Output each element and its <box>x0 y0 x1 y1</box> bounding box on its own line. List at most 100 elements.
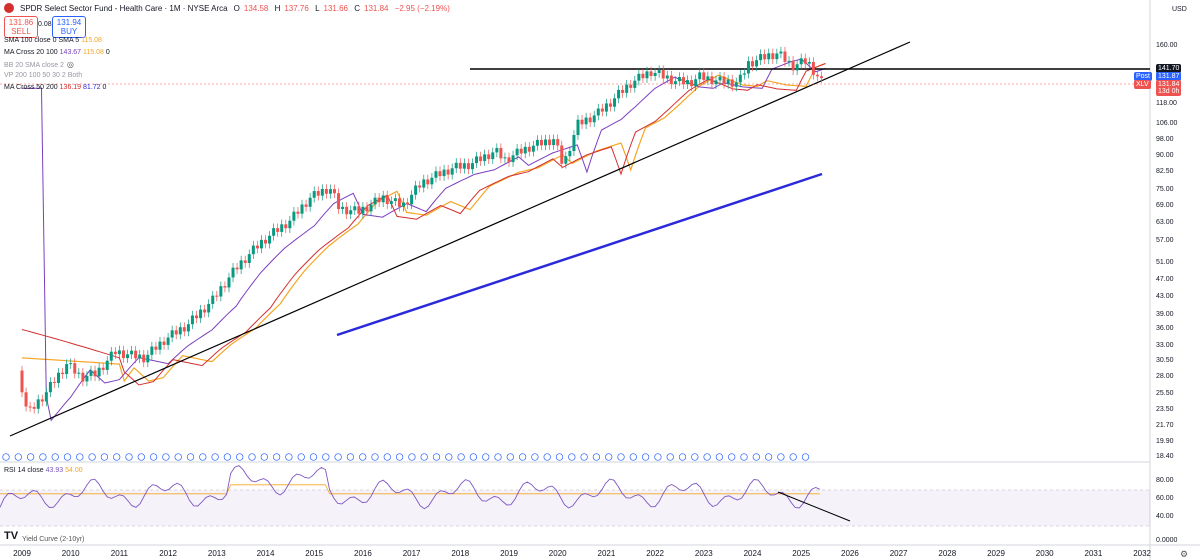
candle-body <box>410 194 414 205</box>
candle-body <box>150 346 154 355</box>
candle-body <box>113 351 117 355</box>
candle-body <box>738 74 742 83</box>
candle-body <box>771 53 775 60</box>
candle-body <box>734 82 738 87</box>
dividend-marker <box>715 453 724 461</box>
candle-body <box>710 76 714 85</box>
dividend-marker <box>518 453 527 461</box>
dividend-marker <box>629 453 637 461</box>
candle-body <box>93 370 97 377</box>
candle-body <box>815 74 819 77</box>
candle-body <box>304 204 308 207</box>
candle-body <box>105 360 109 370</box>
candle-body <box>73 363 77 374</box>
candle-body <box>97 367 101 377</box>
candle-body <box>255 245 259 249</box>
time-tick: 2023 <box>694 549 713 558</box>
candle-body <box>89 370 93 376</box>
candle-body <box>552 139 556 146</box>
time-tick: 2021 <box>597 549 616 558</box>
candle-body <box>300 204 304 214</box>
candle-body <box>32 407 36 409</box>
indicator-sma100[interactable]: SMA 100 close 0 SMA 5 115.08 <box>4 37 102 44</box>
candle-body <box>61 372 65 375</box>
dividend-marker <box>605 453 613 461</box>
sell-button[interactable]: 131.86 SELL <box>4 16 38 38</box>
time-tick: 2010 <box>61 549 80 558</box>
candle-body <box>779 51 783 54</box>
candle-body <box>596 108 600 116</box>
candle-body <box>247 254 251 263</box>
candle-body <box>462 163 466 169</box>
candle-body <box>759 54 763 61</box>
dividend-marker <box>260 453 268 461</box>
candle-body <box>280 224 284 232</box>
gear-icon[interactable]: ⚙ <box>1180 549 1189 559</box>
dividend-marker <box>371 453 379 461</box>
indicator-ma-cross-20-100[interactable]: MA Cross 20 100 143.67 115.08 0 <box>4 49 110 56</box>
dividend-marker <box>162 453 170 461</box>
candle-body <box>694 79 698 87</box>
dividend-marker <box>236 453 244 461</box>
candle-body <box>134 350 138 359</box>
candle-body <box>146 354 150 363</box>
spread-value: 0.08 <box>38 21 52 28</box>
candle-body <box>527 146 531 152</box>
candle-body <box>604 103 608 112</box>
candle-body <box>560 145 564 164</box>
candle-body <box>357 206 361 214</box>
indicator-vp[interactable]: VP 200 100 50 30 2 Both <box>4 72 83 79</box>
tag-post-price: 131.87 <box>1156 72 1182 81</box>
tag-last-price: 131.84 <box>1156 80 1182 89</box>
candle-body <box>377 197 381 203</box>
currency-label[interactable]: USD <box>1172 6 1187 13</box>
candle-body <box>568 151 572 157</box>
candle-body <box>483 154 487 162</box>
rsi-legend[interactable]: RSI 14 close 43.93 54.00 <box>4 467 83 474</box>
price-tick: 18.40 <box>1156 453 1174 460</box>
tradingview-logo[interactable]: TV <box>4 530 19 542</box>
candle-body <box>722 76 726 84</box>
time-tick: 2024 <box>743 549 762 558</box>
candle-body <box>40 399 44 402</box>
dividend-marker <box>322 453 330 461</box>
dividend-marker <box>125 453 133 461</box>
candle-body <box>328 189 332 194</box>
dividend-marker <box>149 453 158 461</box>
price-tick: 69.00 <box>1156 202 1174 209</box>
candle-body <box>373 197 377 205</box>
candle-body <box>470 163 474 170</box>
candle-body <box>755 60 759 67</box>
candle-body <box>239 260 243 270</box>
price-tick: 106.00 <box>1156 120 1178 127</box>
dividend-marker <box>531 453 539 461</box>
low-value: 131.66 <box>323 3 348 13</box>
dividend-marker <box>211 453 219 461</box>
candle-body <box>223 286 227 288</box>
dividend-marker <box>285 453 293 461</box>
chart-header: SPDR Select Sector Fund - Health Care · … <box>4 3 454 13</box>
candle-body <box>77 372 81 374</box>
candle-body <box>365 206 369 212</box>
dividend-marker <box>445 453 453 461</box>
buy-button[interactable]: 131.94 BUY <box>52 16 86 38</box>
trend-line <box>9 41 911 437</box>
candle-body <box>174 330 178 335</box>
candle-body <box>288 220 292 229</box>
sma100-line <box>21 62 826 383</box>
candle-body <box>414 185 418 195</box>
candle-body <box>523 146 527 154</box>
hidden-eye-icon[interactable]: ◎ <box>66 60 74 69</box>
candle-body <box>231 267 235 278</box>
price-tick: 28.00 <box>1156 373 1174 380</box>
dividend-marker <box>88 453 96 461</box>
indicator-ma-cross-50-200[interactable]: MA Cross 50 200 136.19 81.72 0 <box>4 84 107 91</box>
indicator-bb[interactable]: BB 20 SMA close 2 ◎ <box>4 60 74 69</box>
price-tick: 39.00 <box>1156 311 1174 318</box>
symbol-title[interactable]: SPDR Select Sector Fund - Health Care · … <box>20 3 228 13</box>
dividend-marker <box>543 453 551 461</box>
dividend-marker <box>506 453 514 461</box>
candle-body <box>101 367 105 370</box>
price-tick: 19.90 <box>1156 438 1174 445</box>
